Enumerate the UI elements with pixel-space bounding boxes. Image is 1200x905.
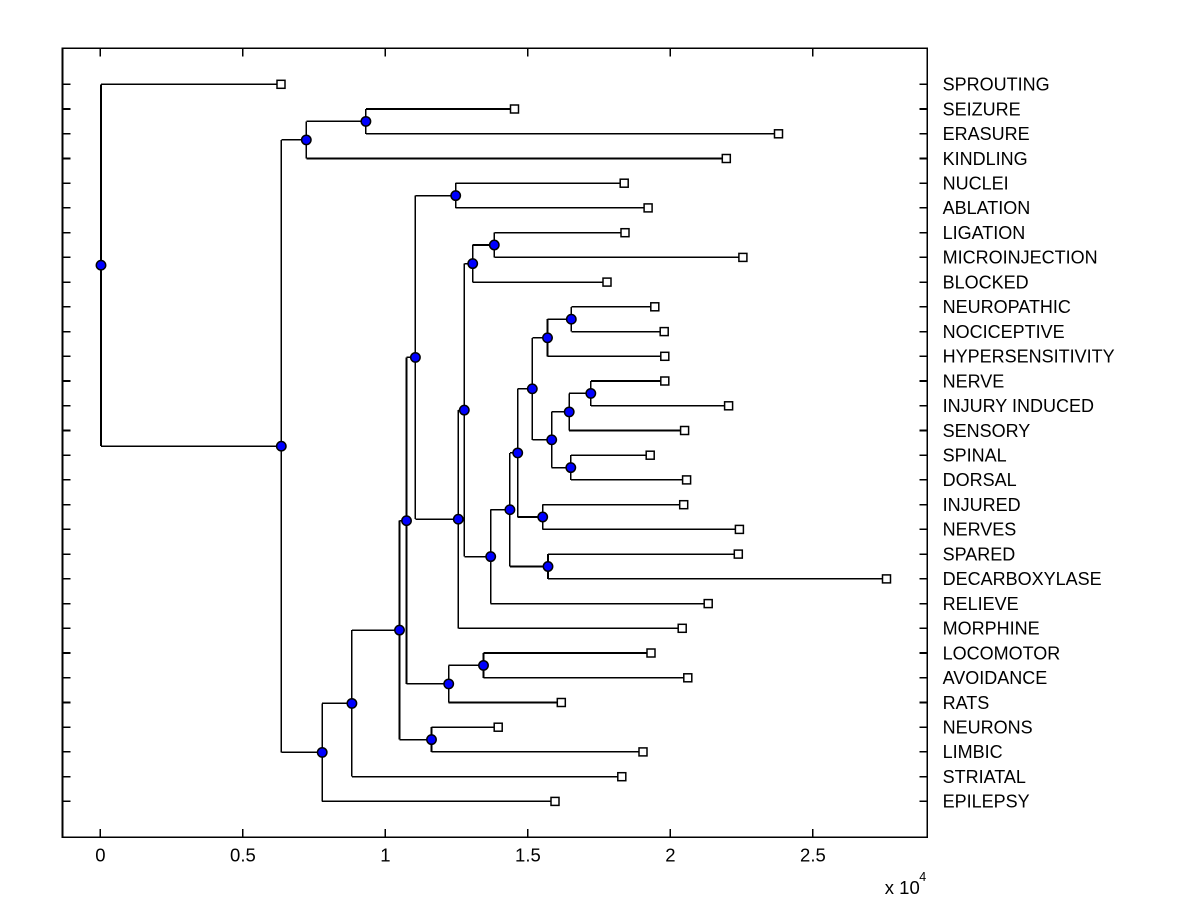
svg-text:NERVE: NERVE (943, 371, 1005, 391)
svg-text:NEUROPATHIC: NEUROPATHIC (943, 297, 1071, 317)
svg-text:LIGATION: LIGATION (943, 223, 1026, 243)
svg-text:BLOCKED: BLOCKED (943, 272, 1029, 292)
svg-text:SPROUTING: SPROUTING (943, 75, 1050, 95)
svg-text:EPILEPSY: EPILEPSY (943, 792, 1030, 812)
svg-text:LOCOMOTOR: LOCOMOTOR (943, 643, 1061, 663)
svg-text:SEIZURE: SEIZURE (943, 99, 1021, 119)
svg-text:DECARBOXYLASE: DECARBOXYLASE (943, 569, 1102, 589)
svg-text:RATS: RATS (943, 693, 990, 713)
svg-text:KINDLING: KINDLING (943, 149, 1028, 169)
svg-text:MORPHINE: MORPHINE (943, 619, 1040, 639)
svg-text:INJURED: INJURED (943, 495, 1021, 515)
svg-text:SPINAL: SPINAL (943, 446, 1007, 466)
svg-text:LIMBIC: LIMBIC (943, 742, 1003, 762)
svg-text:RELIEVE: RELIEVE (943, 594, 1019, 614)
svg-text:ERASURE: ERASURE (943, 124, 1030, 144)
svg-text:DORSAL: DORSAL (943, 470, 1017, 490)
svg-text:INJURY INDUCED: INJURY INDUCED (943, 396, 1094, 416)
svg-text:STRIATAL: STRIATAL (943, 767, 1026, 787)
svg-text:NERVES: NERVES (943, 520, 1017, 540)
svg-text:MICROINJECTION: MICROINJECTION (943, 248, 1098, 268)
svg-text:0: 0 (95, 844, 105, 865)
svg-text:SENSORY: SENSORY (943, 421, 1031, 441)
svg-text:2: 2 (665, 844, 675, 865)
svg-text:ABLATION: ABLATION (943, 198, 1031, 218)
svg-text:SPARED: SPARED (943, 544, 1016, 564)
svg-text:NEURONS: NEURONS (943, 718, 1033, 738)
svg-text:1.5: 1.5 (515, 844, 541, 865)
svg-text:1: 1 (380, 844, 390, 865)
svg-text:HYPERSENSITIVITY: HYPERSENSITIVITY (943, 347, 1115, 367)
svg-text:AVOIDANCE: AVOIDANCE (943, 668, 1048, 688)
svg-text:NOCICEPTIVE: NOCICEPTIVE (943, 322, 1065, 342)
svg-text:2.5: 2.5 (800, 844, 826, 865)
svg-text:NUCLEI: NUCLEI (943, 174, 1009, 194)
svg-text:0.5: 0.5 (230, 844, 256, 865)
svg-text:4: 4 (919, 870, 926, 884)
svg-text:x 10: x 10 (885, 877, 920, 898)
